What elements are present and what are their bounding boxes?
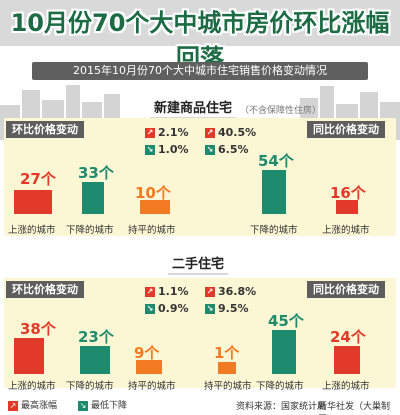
label-flat-right-2: 持平的城市: [204, 381, 252, 392]
building-orange-icon: [140, 200, 170, 214]
max-fall-left: ↘ 1.0%: [145, 143, 189, 156]
section-title-second-hand: 二手住宅: [168, 252, 229, 275]
source-note: 资料来源：国家统计局: [236, 402, 327, 412]
label-falling-left: 下降的城市: [66, 225, 114, 236]
building-green-icon: [272, 330, 296, 374]
label-rising-left-2: 上涨的城市: [8, 381, 56, 392]
arrow-down-icon: ↘: [205, 304, 215, 314]
count-rising-left: 27个: [20, 170, 56, 188]
label-falling-right: 下降的城市: [250, 225, 298, 236]
label-falling-left-2: 下降的城市: [66, 381, 114, 392]
count-rising-right-2: 24个: [330, 328, 366, 346]
tag-mom-change-left: 环比价格变动: [6, 121, 84, 138]
max-fall-right-2: ↘ 9.5%: [205, 302, 249, 315]
tag-mom-change-right-2: 同比价格变动: [307, 281, 385, 298]
arrow-up-icon: ↗: [205, 287, 215, 297]
section-title-new-homes: 新建商品住宅: [150, 96, 237, 119]
count-falling-left: 33个: [78, 164, 114, 182]
arrow-up-icon: ↗: [8, 400, 18, 411]
label-rising-right: 上涨的城市: [322, 225, 370, 236]
label-rising-right-2: 上涨的城市: [322, 381, 370, 392]
building-red-icon: [14, 338, 44, 374]
count-flat-left: 10个: [135, 184, 171, 202]
legend-max-fall: ↘ 最低下降: [78, 400, 128, 411]
section-note: （不含保障性住房）: [240, 106, 322, 116]
building-green-icon: [80, 346, 110, 374]
arrow-down-icon: ↘: [205, 145, 215, 155]
count-flat-left-2: 9个: [134, 344, 160, 362]
max-fall-right: ↘ 6.5%: [205, 143, 249, 156]
arrow-down-icon: ↘: [145, 145, 155, 155]
building-red-icon: [14, 190, 52, 214]
count-falling-right-2: 45个: [268, 312, 304, 330]
count-flat-right-2: 1个: [214, 344, 240, 362]
max-rise-right: ↗ 40.5%: [205, 126, 257, 139]
credit-note: 新华社发（大巢制图）: [318, 402, 391, 412]
count-rising-left-2: 38个: [20, 320, 56, 338]
max-rise-left-2: ↗ 1.1%: [145, 285, 189, 298]
arrow-up-icon: ↗: [205, 128, 215, 138]
building-green-icon: [262, 170, 286, 214]
count-falling-left-2: 23个: [78, 328, 114, 346]
building-orange-icon: [218, 362, 236, 374]
arrow-down-icon: ↘: [78, 400, 88, 411]
tag-mom-change-right: 同比价格变动: [307, 121, 385, 138]
building-orange-icon: [136, 360, 162, 374]
label-rising-left: 上涨的城市: [8, 225, 56, 236]
label-flat-left: 持平的城市: [128, 225, 176, 236]
count-rising-right: 16个: [330, 184, 366, 202]
legend-max-rise: ↗ 最高涨幅: [8, 400, 58, 411]
max-fall-left-2: ↘ 0.9%: [145, 302, 189, 315]
max-rise-right-2: ↗ 36.8%: [205, 285, 257, 298]
building-red-icon: [336, 200, 358, 214]
building-red-icon: [334, 346, 360, 374]
arrow-up-icon: ↗: [145, 287, 155, 297]
max-rise-left: ↗ 2.1%: [145, 126, 189, 139]
building-green-icon: [82, 182, 104, 214]
main-title: 10月份70个大中城市房价环比涨幅回落: [10, 9, 390, 72]
arrow-up-icon: ↗: [145, 128, 155, 138]
count-falling-right: 54个: [258, 152, 294, 170]
label-falling-right-2: 下降的城市: [256, 381, 304, 392]
subtitle-bar: 2015年10月份70个大中城市住宅销售价格变动情况: [32, 62, 368, 80]
title-background: [0, 0, 400, 46]
label-flat-left-2: 持平的城市: [128, 381, 176, 392]
arrow-down-icon: ↘: [145, 304, 155, 314]
tag-mom-change-left-2: 环比价格变动: [6, 281, 84, 298]
